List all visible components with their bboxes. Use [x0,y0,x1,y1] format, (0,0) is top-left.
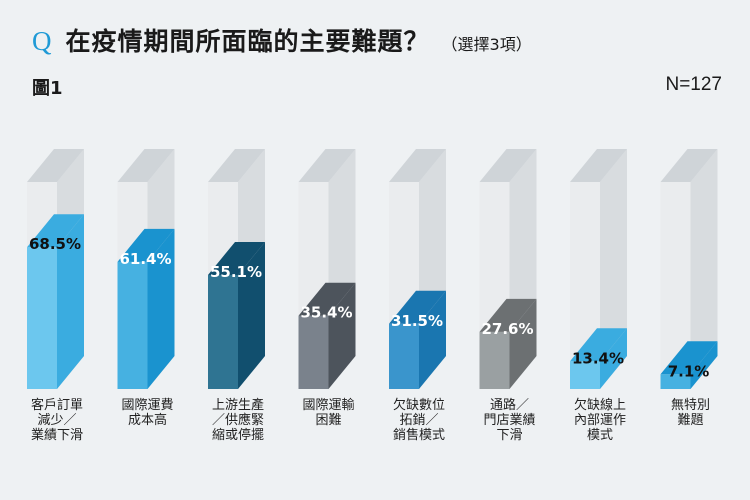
bar-track-side [690,149,718,389]
bar-fill-top [208,241,265,275]
category-label: 欠缺線上 內部運作 模式 [573,398,626,443]
figure-label: 圖1 [32,78,63,99]
bar-fill-top [117,228,175,262]
chart-title: 在疫情期間所面臨的主要難題？ [65,27,430,56]
bar-fill-side [419,290,446,389]
bar-value-label: 35.4% [300,304,352,322]
bar-value-label: 7.1% [668,362,710,380]
bar-track-top [479,149,537,182]
category-label: 欠缺數位 拓銷／ 銷售模式 [392,398,445,443]
bar-track-top [27,149,84,182]
bar-fill-side [328,282,356,389]
bar-fill-side [147,228,175,389]
bar-fill-side [57,214,84,389]
sample-size-label: N=127 [665,74,722,95]
bar-fill-front [389,323,419,389]
bar-fill-front [570,361,600,389]
bar-fill-front [27,247,57,389]
bar-fill-side [238,241,265,389]
bar-fill-side [509,298,537,389]
bar-fill-front [660,374,691,389]
bar-fill-side [600,328,627,389]
bar-track-top [208,149,265,182]
category-label: 通路／ 門店業績 下滑 [483,398,536,443]
bar-fill-front [208,274,238,389]
bar-fill-top [389,290,446,324]
bar-value-label: 27.6% [481,320,533,338]
bar-fill-top [570,328,627,362]
bar-value-label: 13.4% [572,349,624,367]
bar-track-top [298,149,356,182]
bar-fill-top [27,214,84,248]
bar-track-top [570,149,627,182]
category-label: 上游生產 ／供應緊 縮或停擺 [211,398,264,443]
bar-fill-side [690,341,718,389]
bar-value-label: 55.1% [210,263,262,281]
category-label: 國際運輸 困難 [302,398,355,428]
bar-value-label: 31.5% [391,312,443,330]
bar-track-top [660,149,718,182]
bar-fill-front [479,331,510,389]
question-mark-label: Q [32,26,52,56]
chart-header: Q 在疫情期間所面臨的主要難題？ （選擇3項） [32,22,532,58]
bar-track-top [389,149,446,182]
bar-fill-front [117,261,148,389]
category-label: 國際運費 成本高 [121,398,174,428]
category-label: 無特別 難題 [670,398,710,428]
bar-track-top [117,149,175,182]
chart-subtitle: （選擇3項） [441,35,532,54]
bar-fill-top [660,341,718,375]
bar-fill-top [298,282,356,316]
bar-track-front [660,182,691,389]
category-label: 客戶訂單 減少／ 業績下滑 [30,398,83,443]
bar-fill-top [479,298,537,332]
bar-fill-front [298,315,329,389]
bar-value-label: 61.4% [119,250,171,268]
bar-value-label: 68.5% [29,235,81,253]
